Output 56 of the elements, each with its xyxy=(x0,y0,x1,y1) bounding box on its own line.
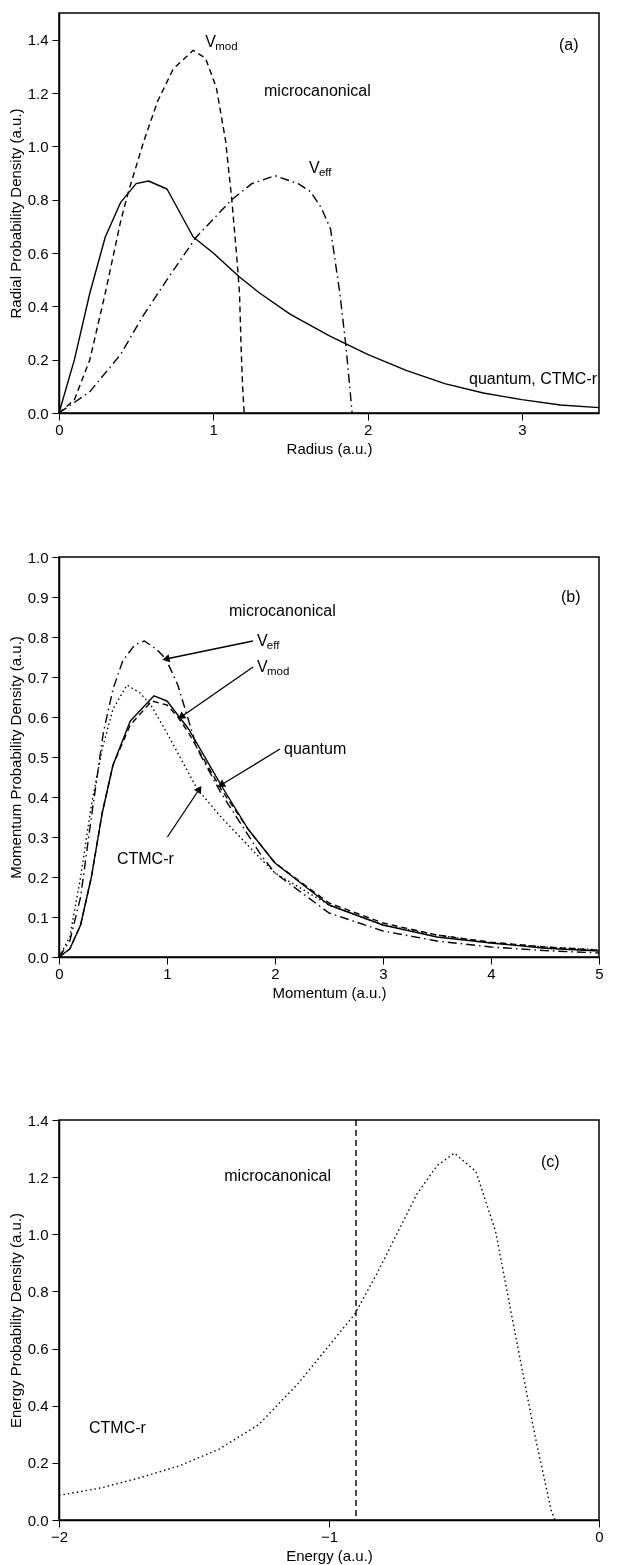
y-tick-label: 0.4 xyxy=(27,1397,49,1415)
x-tick-label: 3 xyxy=(518,420,527,438)
y-tick-label: 0.6 xyxy=(27,244,49,262)
x-axis-title: Energy (a.u.) xyxy=(286,1546,373,1564)
y-axis-title: Momentum Probability Density (a.u.) xyxy=(6,636,24,879)
x-tick-label: 5 xyxy=(595,964,604,982)
y-tick-label: 0.0 xyxy=(27,1511,49,1529)
x-tick-label: 0 xyxy=(55,964,64,982)
x-tick-label: −2 xyxy=(50,1527,69,1545)
y-tick-label: 1.0 xyxy=(27,137,49,155)
annotation: quantum, CTMC-r xyxy=(469,370,598,387)
y-tick-label: 0.6 xyxy=(27,1340,49,1358)
y-tick-label: 1.4 xyxy=(27,31,49,49)
ref-line-label: microcanonical xyxy=(224,1167,331,1184)
x-tick-label: 4 xyxy=(487,964,496,982)
y-tick-label: 1.4 xyxy=(27,1111,49,1129)
x-tick-label: 2 xyxy=(271,964,280,982)
y-tick-label: 0.2 xyxy=(27,868,49,886)
y-tick-label: 0.5 xyxy=(27,748,49,766)
x-tick-label: 0 xyxy=(595,1527,604,1545)
y-tick-label: 0.0 xyxy=(27,404,49,422)
annotation: CTMC-r xyxy=(89,1419,147,1436)
x-tick-label: 3 xyxy=(379,964,388,982)
annotation: microcanonical xyxy=(264,82,371,99)
y-tick-label: 0.2 xyxy=(27,351,49,369)
x-axis-title: Radius (a.u.) xyxy=(286,439,373,457)
x-axis-title: Momentum (a.u.) xyxy=(272,983,387,1001)
y-tick-label: 0.4 xyxy=(27,297,49,315)
y-axis-title: Energy Probability Density (a.u.) xyxy=(6,1212,24,1429)
y-tick-label: 0.7 xyxy=(27,668,49,686)
y-tick-label: 1.2 xyxy=(27,84,49,102)
y-tick-label: 0.1 xyxy=(27,908,49,926)
y-tick-label: 0.6 xyxy=(27,708,49,726)
y-tick-label: 0.4 xyxy=(27,788,49,806)
y-tick-label: 0.8 xyxy=(27,628,49,646)
y-tick-label: 0.9 xyxy=(27,588,49,606)
x-tick-label: 1 xyxy=(209,420,218,438)
y-axis-title: Radial Probability Density (a.u.) xyxy=(6,108,24,319)
y-tick-label: 0.3 xyxy=(27,828,49,846)
y-tick-label: 1.0 xyxy=(27,548,49,566)
x-tick-label: −1 xyxy=(320,1527,339,1545)
annotation: (b) xyxy=(561,588,581,605)
annotation: (a) xyxy=(559,36,579,53)
y-tick-label: 0.2 xyxy=(27,1454,49,1472)
annotation: microcanonical xyxy=(229,602,336,619)
x-tick-label: 2 xyxy=(363,420,373,438)
x-tick-label: 1 xyxy=(163,964,172,982)
y-tick-label: 0.8 xyxy=(27,1282,49,1300)
annotation: (c) xyxy=(541,1153,560,1170)
x-tick-label: 0 xyxy=(55,420,64,438)
annotation: quantum xyxy=(284,740,347,757)
y-tick-label: 0.0 xyxy=(27,948,49,966)
y-tick-label: 1.2 xyxy=(27,1168,49,1186)
y-tick-label: 0.8 xyxy=(27,191,49,209)
y-tick-label: 1.0 xyxy=(27,1225,49,1243)
annotation: CTMC-r xyxy=(116,850,175,867)
